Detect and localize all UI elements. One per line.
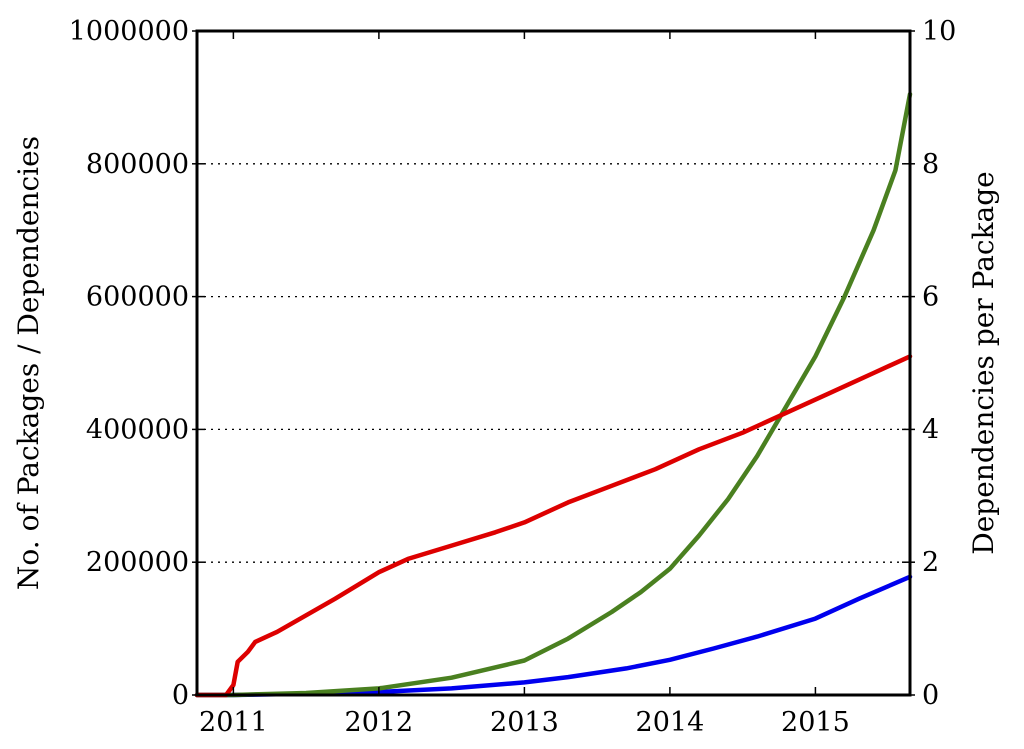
y2-tick-label: 10 [922,16,956,47]
y-axis-title: No. of Packages / Dependencies [12,136,45,590]
y-tick-label: 0 [172,680,189,711]
ticks: 0 200000 400000 600000 800000 1000000 0 2 4 6 8 10 2… [69,16,957,738]
y-tick-label: 200000 [86,547,189,578]
y-tick-label: 1000000 [69,16,189,47]
x-tick-label: 2011 [199,707,268,738]
y2-tick-label: 6 [922,282,939,313]
y-tick-label: 600000 [86,282,189,313]
y2-tick-label: 8 [922,149,939,180]
y2-tick-label: 4 [922,414,939,445]
x-tick-label: 2012 [345,707,414,738]
y2-tick-label: 2 [922,547,939,578]
x-tick-label: 2015 [781,707,850,738]
y2-axis-title: Dependencies per Package [967,171,1000,554]
y2-tick-label: 0 [922,680,939,711]
x-tick-label: 2013 [490,707,559,738]
y-tick-label: 400000 [86,414,189,445]
x-tick-label: 2014 [636,707,705,738]
plot-frame [195,29,912,697]
y-tick-label: 800000 [86,149,189,180]
series-line-3 [194,354,913,698]
